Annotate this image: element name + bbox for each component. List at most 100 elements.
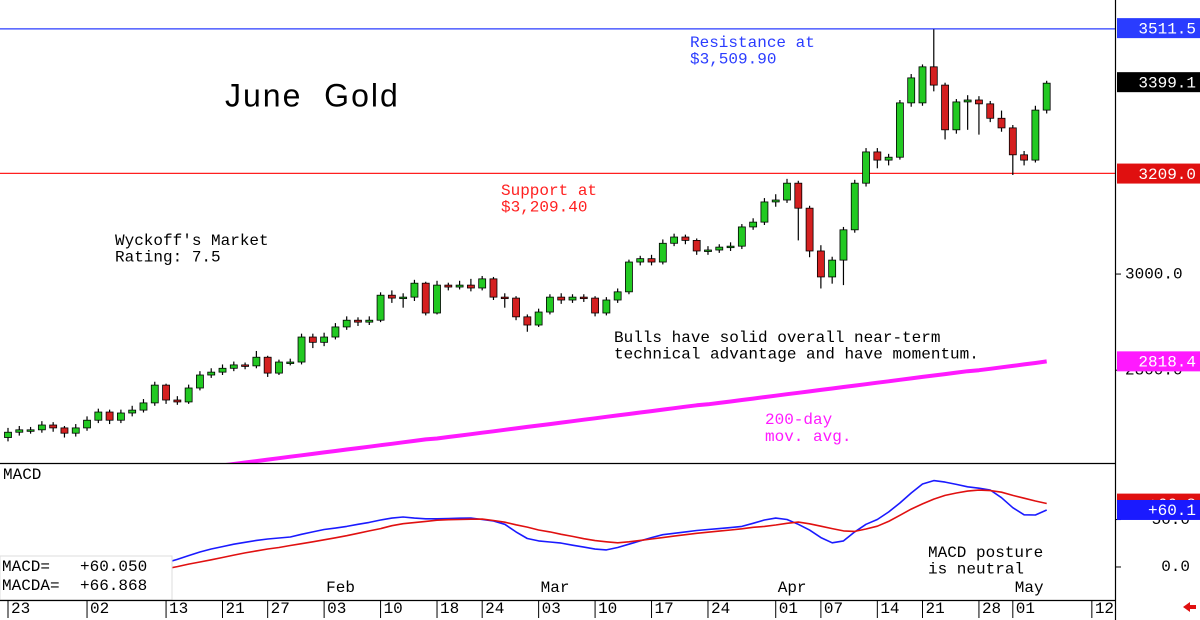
candle-body — [997, 117, 1006, 129]
candle-body — [907, 77, 916, 104]
candle-body — [105, 411, 114, 421]
candle-body — [297, 336, 306, 363]
ma-label: mov. avg. — [765, 428, 851, 446]
annotation: is neutral — [928, 561, 1024, 579]
x-tick-label: 28 — [982, 600, 1001, 618]
legend-value: +60.050 — [80, 558, 147, 576]
price-label-box — [1117, 72, 1200, 93]
candle-body — [489, 278, 498, 298]
candle-body — [579, 296, 588, 300]
candle-body — [218, 367, 227, 373]
y-tick-label: 3000.0 — [1125, 265, 1183, 283]
x-tick-label: 21 — [925, 600, 944, 618]
candle-body — [252, 356, 261, 367]
candle-body — [500, 296, 509, 300]
annotation: $3,209.40 — [501, 199, 587, 217]
annotation: Wyckoff's Market — [115, 232, 269, 250]
candle-body — [862, 151, 870, 184]
x-tick-label: 03 — [542, 600, 561, 618]
candle-body — [726, 245, 735, 249]
candle-body — [1031, 109, 1040, 161]
candle-body — [1008, 127, 1017, 156]
annotation: Rating: 7.5 — [115, 249, 221, 267]
candle-body — [331, 326, 340, 338]
candle-body — [229, 364, 238, 369]
price-label-box — [1117, 351, 1200, 372]
x-tick-label: 27 — [271, 600, 290, 618]
candle-body — [771, 199, 780, 203]
candle-body — [816, 250, 825, 278]
x-tick-label: 01 — [779, 600, 798, 618]
candle-body — [83, 419, 91, 429]
candle-body — [794, 182, 803, 209]
candle-body — [455, 284, 464, 288]
candle-body — [26, 429, 35, 432]
panel-title: MACD — [3, 466, 41, 484]
candle-body — [805, 207, 814, 252]
candle-body — [241, 364, 249, 367]
candle-body — [173, 399, 182, 403]
candle-body — [918, 66, 927, 104]
candle-body — [1020, 154, 1028, 161]
candle-body — [139, 402, 148, 411]
candle-body — [636, 258, 645, 263]
month-label: May — [1015, 579, 1044, 597]
candle-body — [399, 296, 408, 300]
annotation: Support at — [501, 182, 597, 200]
annotation: Resistance at — [690, 34, 815, 52]
candle-body — [760, 201, 769, 223]
annotation: MACD posture — [928, 544, 1043, 562]
candle-body — [715, 246, 724, 251]
candle-body — [850, 182, 859, 231]
moving-average-line — [225, 359, 1047, 463]
candle-body — [60, 427, 69, 434]
candle-body — [704, 249, 712, 252]
candle-body — [512, 297, 520, 318]
candle-body — [568, 296, 577, 301]
candle-body — [523, 316, 532, 326]
candle-body — [184, 387, 193, 403]
candle-body — [839, 229, 848, 261]
x-tick-label: 12 — [1095, 600, 1114, 618]
ma-label: 200-day — [765, 411, 833, 429]
candle-body — [421, 282, 430, 314]
y-tick-label: 0.0 — [1161, 558, 1190, 576]
candle-body — [354, 319, 362, 323]
candle-body — [15, 429, 24, 433]
x-tick-label: 24 — [711, 600, 730, 618]
candle-body — [275, 361, 283, 374]
candle-body — [365, 319, 374, 323]
candle-body — [647, 258, 656, 263]
candle-body — [681, 236, 690, 241]
candle-body — [320, 336, 329, 343]
x-tick-label: 07 — [824, 600, 843, 618]
candle-body — [466, 284, 475, 289]
candle-body — [986, 103, 995, 119]
candle-body — [444, 284, 453, 288]
candle-body — [591, 297, 599, 314]
macd-line — [8, 479, 1048, 568]
month-label: Mar — [541, 579, 570, 597]
annotation: technical advantage and have momentum. — [614, 346, 979, 364]
scroll-arrow — [1183, 602, 1196, 612]
x-tick-label: 24 — [485, 600, 504, 618]
candle-body — [546, 296, 554, 313]
x-tick-label: 14 — [880, 600, 899, 618]
price-label-box — [1117, 18, 1200, 39]
candle-body — [625, 261, 633, 293]
candle-body — [896, 102, 904, 158]
candle-body — [602, 299, 611, 314]
legend-value: +66.868 — [80, 577, 147, 595]
macd-panel — [8, 479, 1048, 572]
candle-body — [387, 294, 396, 299]
candle-body — [737, 226, 746, 247]
candle-body — [433, 284, 441, 314]
candle-body — [929, 66, 938, 86]
price-label: 3511.5 — [1138, 20, 1196, 38]
legend-name: MACD= — [2, 558, 50, 576]
annotation: Bulls have solid overall near-term — [614, 329, 940, 347]
x-tick-label: 02 — [90, 600, 109, 618]
